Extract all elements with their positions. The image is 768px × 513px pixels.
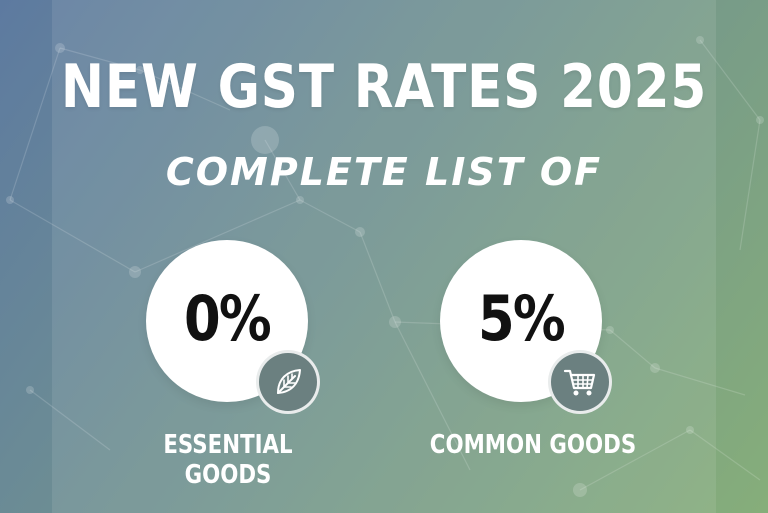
page-title: NEW GST RATES 2025 xyxy=(60,52,708,122)
page-subtitle: COMPLETE LIST OF xyxy=(165,150,603,194)
rate-value: 5% xyxy=(477,282,566,355)
category-label-essential: ESSENTIAL GOODS xyxy=(163,430,293,490)
rate-value: 0% xyxy=(183,282,272,355)
shopping-cart-icon xyxy=(548,350,612,414)
content-panel xyxy=(52,0,716,513)
category-label-common: COMMON GOODS xyxy=(429,430,637,460)
leaf-icon xyxy=(256,350,320,414)
